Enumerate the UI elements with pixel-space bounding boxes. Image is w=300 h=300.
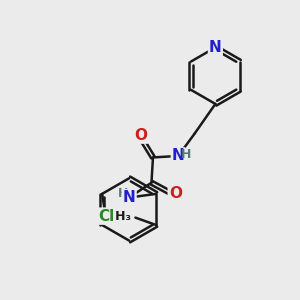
Text: H: H [182, 148, 192, 161]
Text: O: O [135, 128, 148, 142]
Text: Cl: Cl [98, 208, 115, 224]
Text: N: N [209, 40, 222, 55]
Text: O: O [169, 186, 182, 201]
Text: N: N [123, 190, 136, 205]
Text: N: N [172, 148, 184, 164]
Text: CH₃: CH₃ [106, 210, 131, 223]
Text: H: H [118, 187, 128, 200]
